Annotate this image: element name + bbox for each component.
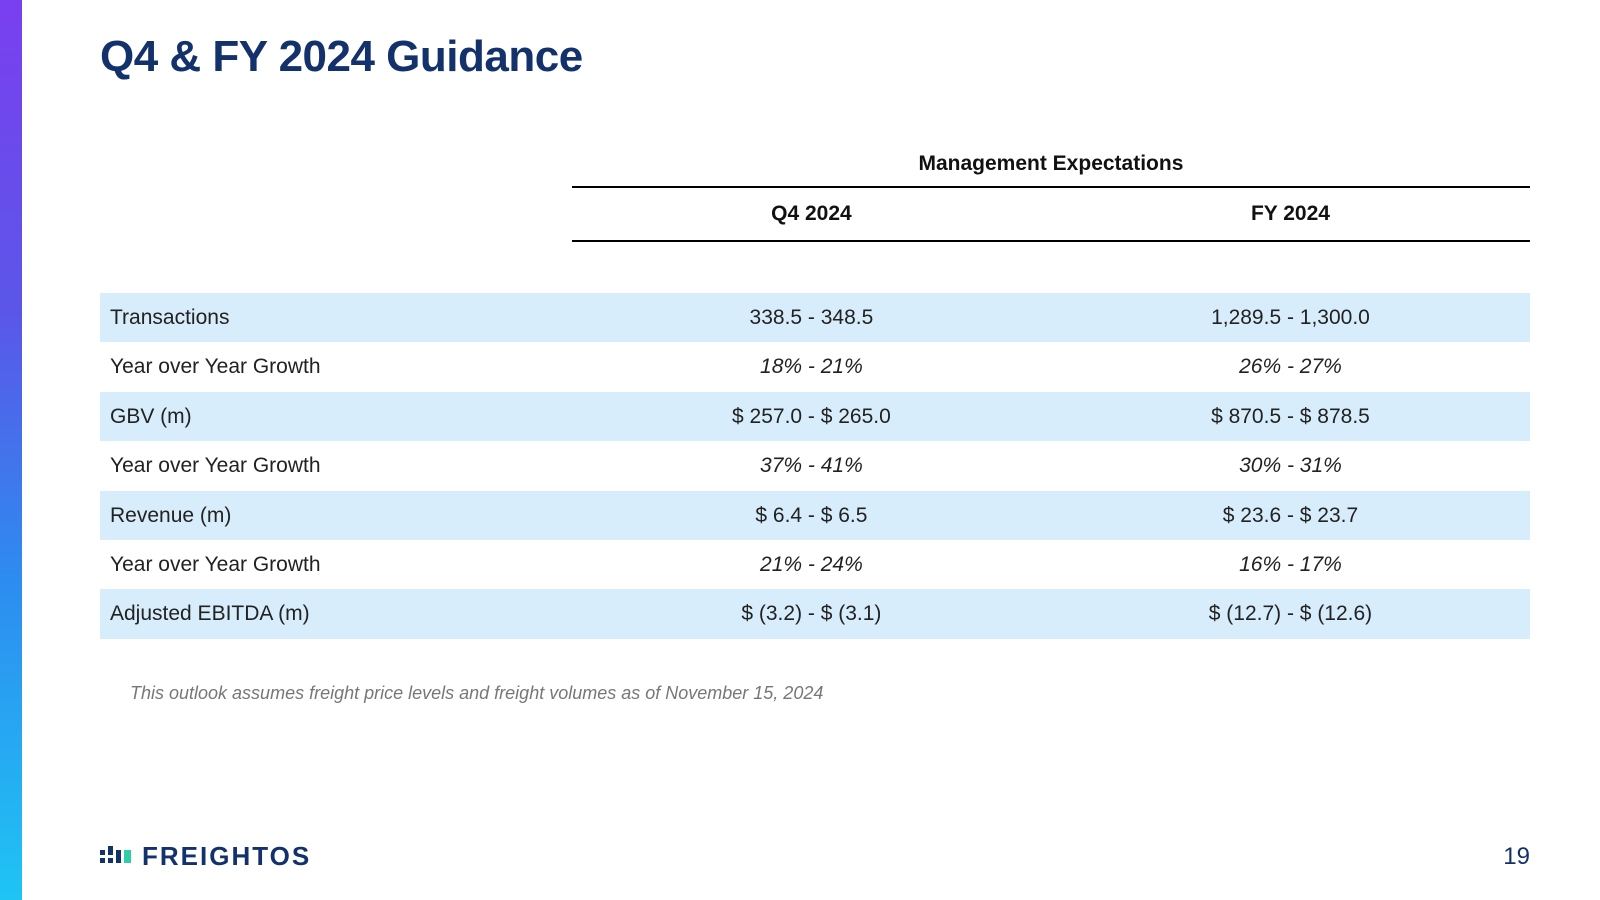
table-caption-row: Management Expectations: [100, 152, 1530, 187]
row-label: Transactions: [100, 293, 572, 342]
logo-icon: [100, 844, 132, 870]
footnote: This outlook assumes freight price level…: [130, 683, 1530, 704]
table-body: Management Expectations Q4 2024 FY 2024: [100, 152, 1530, 293]
cell-q4: $ 6.4 - $ 6.5: [572, 491, 1051, 540]
page-title: Q4 & FY 2024 Guidance: [100, 32, 1530, 82]
table-row: Adjusted EBITDA (m)$ (3.2) - $ (3.1)$ (1…: [100, 589, 1530, 638]
cell-fy: 30% - 31%: [1051, 441, 1530, 490]
cell-q4: 37% - 41%: [572, 441, 1051, 490]
spacer-row: [100, 241, 1530, 293]
cell-fy: 1,289.5 - 1,300.0: [1051, 293, 1530, 342]
cell-fy: $ (12.7) - $ (12.6): [1051, 589, 1530, 638]
cell-fy: 26% - 27%: [1051, 342, 1530, 391]
row-label: GBV (m): [100, 392, 572, 441]
cell-q4: $ (3.2) - $ (3.1): [572, 589, 1051, 638]
guidance-table: Management Expectations Q4 2024 FY 2024 …: [100, 152, 1530, 639]
cell-q4: 21% - 24%: [572, 540, 1051, 589]
table-row: GBV (m)$ 257.0 - $ 265.0$ 870.5 - $ 878.…: [100, 392, 1530, 441]
column-header-fy: FY 2024: [1051, 187, 1530, 241]
empty-cell: [100, 187, 572, 241]
cell-q4: 18% - 21%: [572, 342, 1051, 391]
brand-name: FREIGHTOS: [142, 841, 311, 872]
cell-fy: 16% - 17%: [1051, 540, 1530, 589]
table-caption: Management Expectations: [572, 152, 1530, 187]
column-header-q4: Q4 2024: [572, 187, 1051, 241]
table-row: Revenue (m)$ 6.4 - $ 6.5$ 23.6 - $ 23.7: [100, 491, 1530, 540]
table-data-body: Transactions338.5 - 348.51,289.5 - 1,300…: [100, 293, 1530, 639]
table-row: Transactions338.5 - 348.51,289.5 - 1,300…: [100, 293, 1530, 342]
brand-logo: FREIGHTOS: [100, 841, 311, 872]
row-label: Revenue (m): [100, 491, 572, 540]
cell-fy: $ 870.5 - $ 878.5: [1051, 392, 1530, 441]
table-row: Year over Year Growth18% - 21%26% - 27%: [100, 342, 1530, 391]
row-label: Year over Year Growth: [100, 342, 572, 391]
empty-cell: [100, 152, 572, 187]
table-row: Year over Year Growth37% - 41%30% - 31%: [100, 441, 1530, 490]
cell-q4: 338.5 - 348.5: [572, 293, 1051, 342]
cell-fy: $ 23.6 - $ 23.7: [1051, 491, 1530, 540]
table-row: Year over Year Growth21% - 24%16% - 17%: [100, 540, 1530, 589]
accent-sidebar: [0, 0, 22, 900]
footer: FREIGHTOS 19: [100, 841, 1530, 872]
row-label: Adjusted EBITDA (m): [100, 589, 572, 638]
row-label: Year over Year Growth: [100, 540, 572, 589]
row-label: Year over Year Growth: [100, 441, 572, 490]
page-number: 19: [1503, 843, 1530, 871]
slide-content: Q4 & FY 2024 Guidance Management Expecta…: [22, 0, 1600, 900]
cell-q4: $ 257.0 - $ 265.0: [572, 392, 1051, 441]
table-subheader-row: Q4 2024 FY 2024: [100, 187, 1530, 241]
